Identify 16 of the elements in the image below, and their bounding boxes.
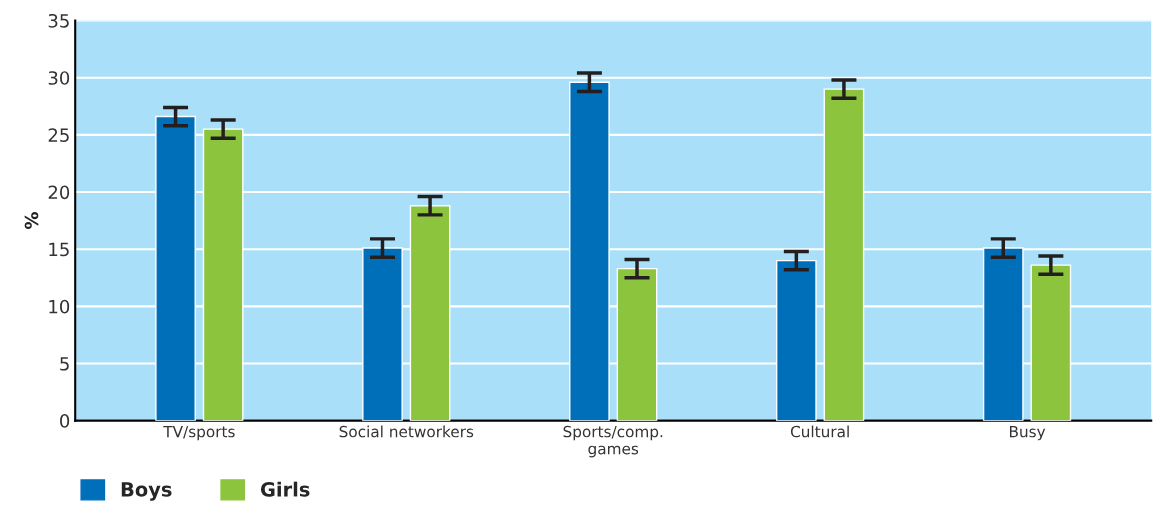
y-tick-label: 25 xyxy=(48,128,69,142)
x-tick-label: TV/sports xyxy=(163,425,235,441)
y-tick-label: 30 xyxy=(48,71,70,85)
x-tick-label: Sports/comp. games xyxy=(563,425,663,458)
x-tick-label: Busy xyxy=(1009,425,1046,441)
y-axis-title: % xyxy=(24,212,39,230)
legend-label: Girls xyxy=(260,481,310,497)
y-tick-label: 20 xyxy=(48,185,70,200)
legend-label: Boys xyxy=(121,482,172,501)
y-tick-label: 0 xyxy=(60,414,70,428)
y-tick-label: 10 xyxy=(49,299,70,314)
x-tick-label: Social networkers xyxy=(339,425,474,438)
y-tick-label: 15 xyxy=(49,242,69,257)
y-tick-label: 35 xyxy=(48,13,69,28)
y-tick-label: 5 xyxy=(60,357,69,371)
x-tick-label: Cultural xyxy=(790,425,849,438)
